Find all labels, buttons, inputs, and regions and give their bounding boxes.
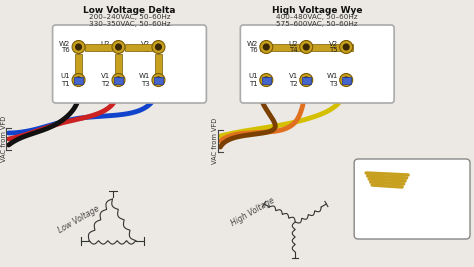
Text: V2
T5: V2 T5 [141, 41, 150, 53]
Text: U2
T4: U2 T4 [100, 41, 110, 53]
Circle shape [155, 44, 162, 50]
Circle shape [300, 73, 313, 87]
Bar [75, 53, 82, 73]
Bar [155, 53, 162, 73]
Bar [114, 77, 123, 84]
Bar [74, 77, 83, 84]
Text: W1
T3: W1 T3 [326, 73, 337, 87]
Circle shape [343, 76, 350, 84]
Circle shape [115, 76, 122, 84]
Circle shape [152, 41, 165, 53]
Text: VAC from VFD: VAC from VFD [212, 118, 219, 164]
Bar [154, 77, 163, 84]
Circle shape [300, 41, 313, 53]
Text: Low Voltage Delta: Low Voltage Delta [83, 6, 176, 15]
Text: High Voltage Wye: High Voltage Wye [272, 6, 363, 15]
Circle shape [75, 44, 82, 50]
Text: High Voltage: High Voltage [230, 196, 277, 228]
FancyBboxPatch shape [354, 159, 470, 239]
Bar [302, 77, 311, 84]
Bar [85, 44, 112, 50]
Text: Jumper bars are
provided with Stober
and Bonfiglioli motors.: Jumper bars are provided with Stober and… [375, 185, 451, 207]
Text: VAC from VFD: VAC from VFD [0, 116, 7, 162]
Text: V1
T2: V1 T2 [101, 73, 110, 87]
Bar [342, 77, 351, 84]
Circle shape [75, 76, 82, 84]
Text: W1
T3: W1 T3 [138, 73, 150, 87]
Circle shape [72, 41, 85, 53]
Circle shape [263, 76, 270, 84]
Bar [260, 44, 353, 50]
Text: 575–600VAC, 50–60Hz: 575–600VAC, 50–60Hz [276, 21, 358, 27]
Circle shape [303, 44, 310, 50]
Circle shape [115, 44, 122, 50]
Text: U1
T1: U1 T1 [61, 73, 70, 87]
Text: V1
T2: V1 T2 [289, 73, 298, 87]
Circle shape [340, 41, 353, 53]
Text: U1
T1: U1 T1 [248, 73, 258, 87]
Circle shape [263, 44, 270, 50]
Text: 400–480VAC, 50–60Hz: 400–480VAC, 50–60Hz [276, 14, 358, 20]
Bar [115, 53, 122, 73]
Circle shape [303, 76, 310, 84]
Text: W2
T6: W2 T6 [246, 41, 258, 53]
Text: Low Voltage: Low Voltage [56, 205, 101, 235]
FancyBboxPatch shape [53, 25, 206, 103]
FancyBboxPatch shape [240, 25, 394, 103]
Bar [262, 77, 271, 84]
Circle shape [155, 76, 162, 84]
Circle shape [343, 44, 350, 50]
Text: 200–240VAC, 50–60Hz: 200–240VAC, 50–60Hz [89, 14, 170, 20]
Circle shape [112, 41, 125, 53]
Circle shape [112, 73, 125, 87]
Bar [125, 44, 152, 50]
Circle shape [340, 73, 353, 87]
Circle shape [152, 73, 165, 87]
Text: U2
T4: U2 T4 [288, 41, 298, 53]
Text: 330–350VAC, 50–60Hz: 330–350VAC, 50–60Hz [89, 21, 170, 27]
Circle shape [260, 73, 273, 87]
Circle shape [260, 41, 273, 53]
Circle shape [72, 73, 85, 87]
Text: W2
T6: W2 T6 [59, 41, 70, 53]
Text: V2
T5: V2 T5 [328, 41, 337, 53]
